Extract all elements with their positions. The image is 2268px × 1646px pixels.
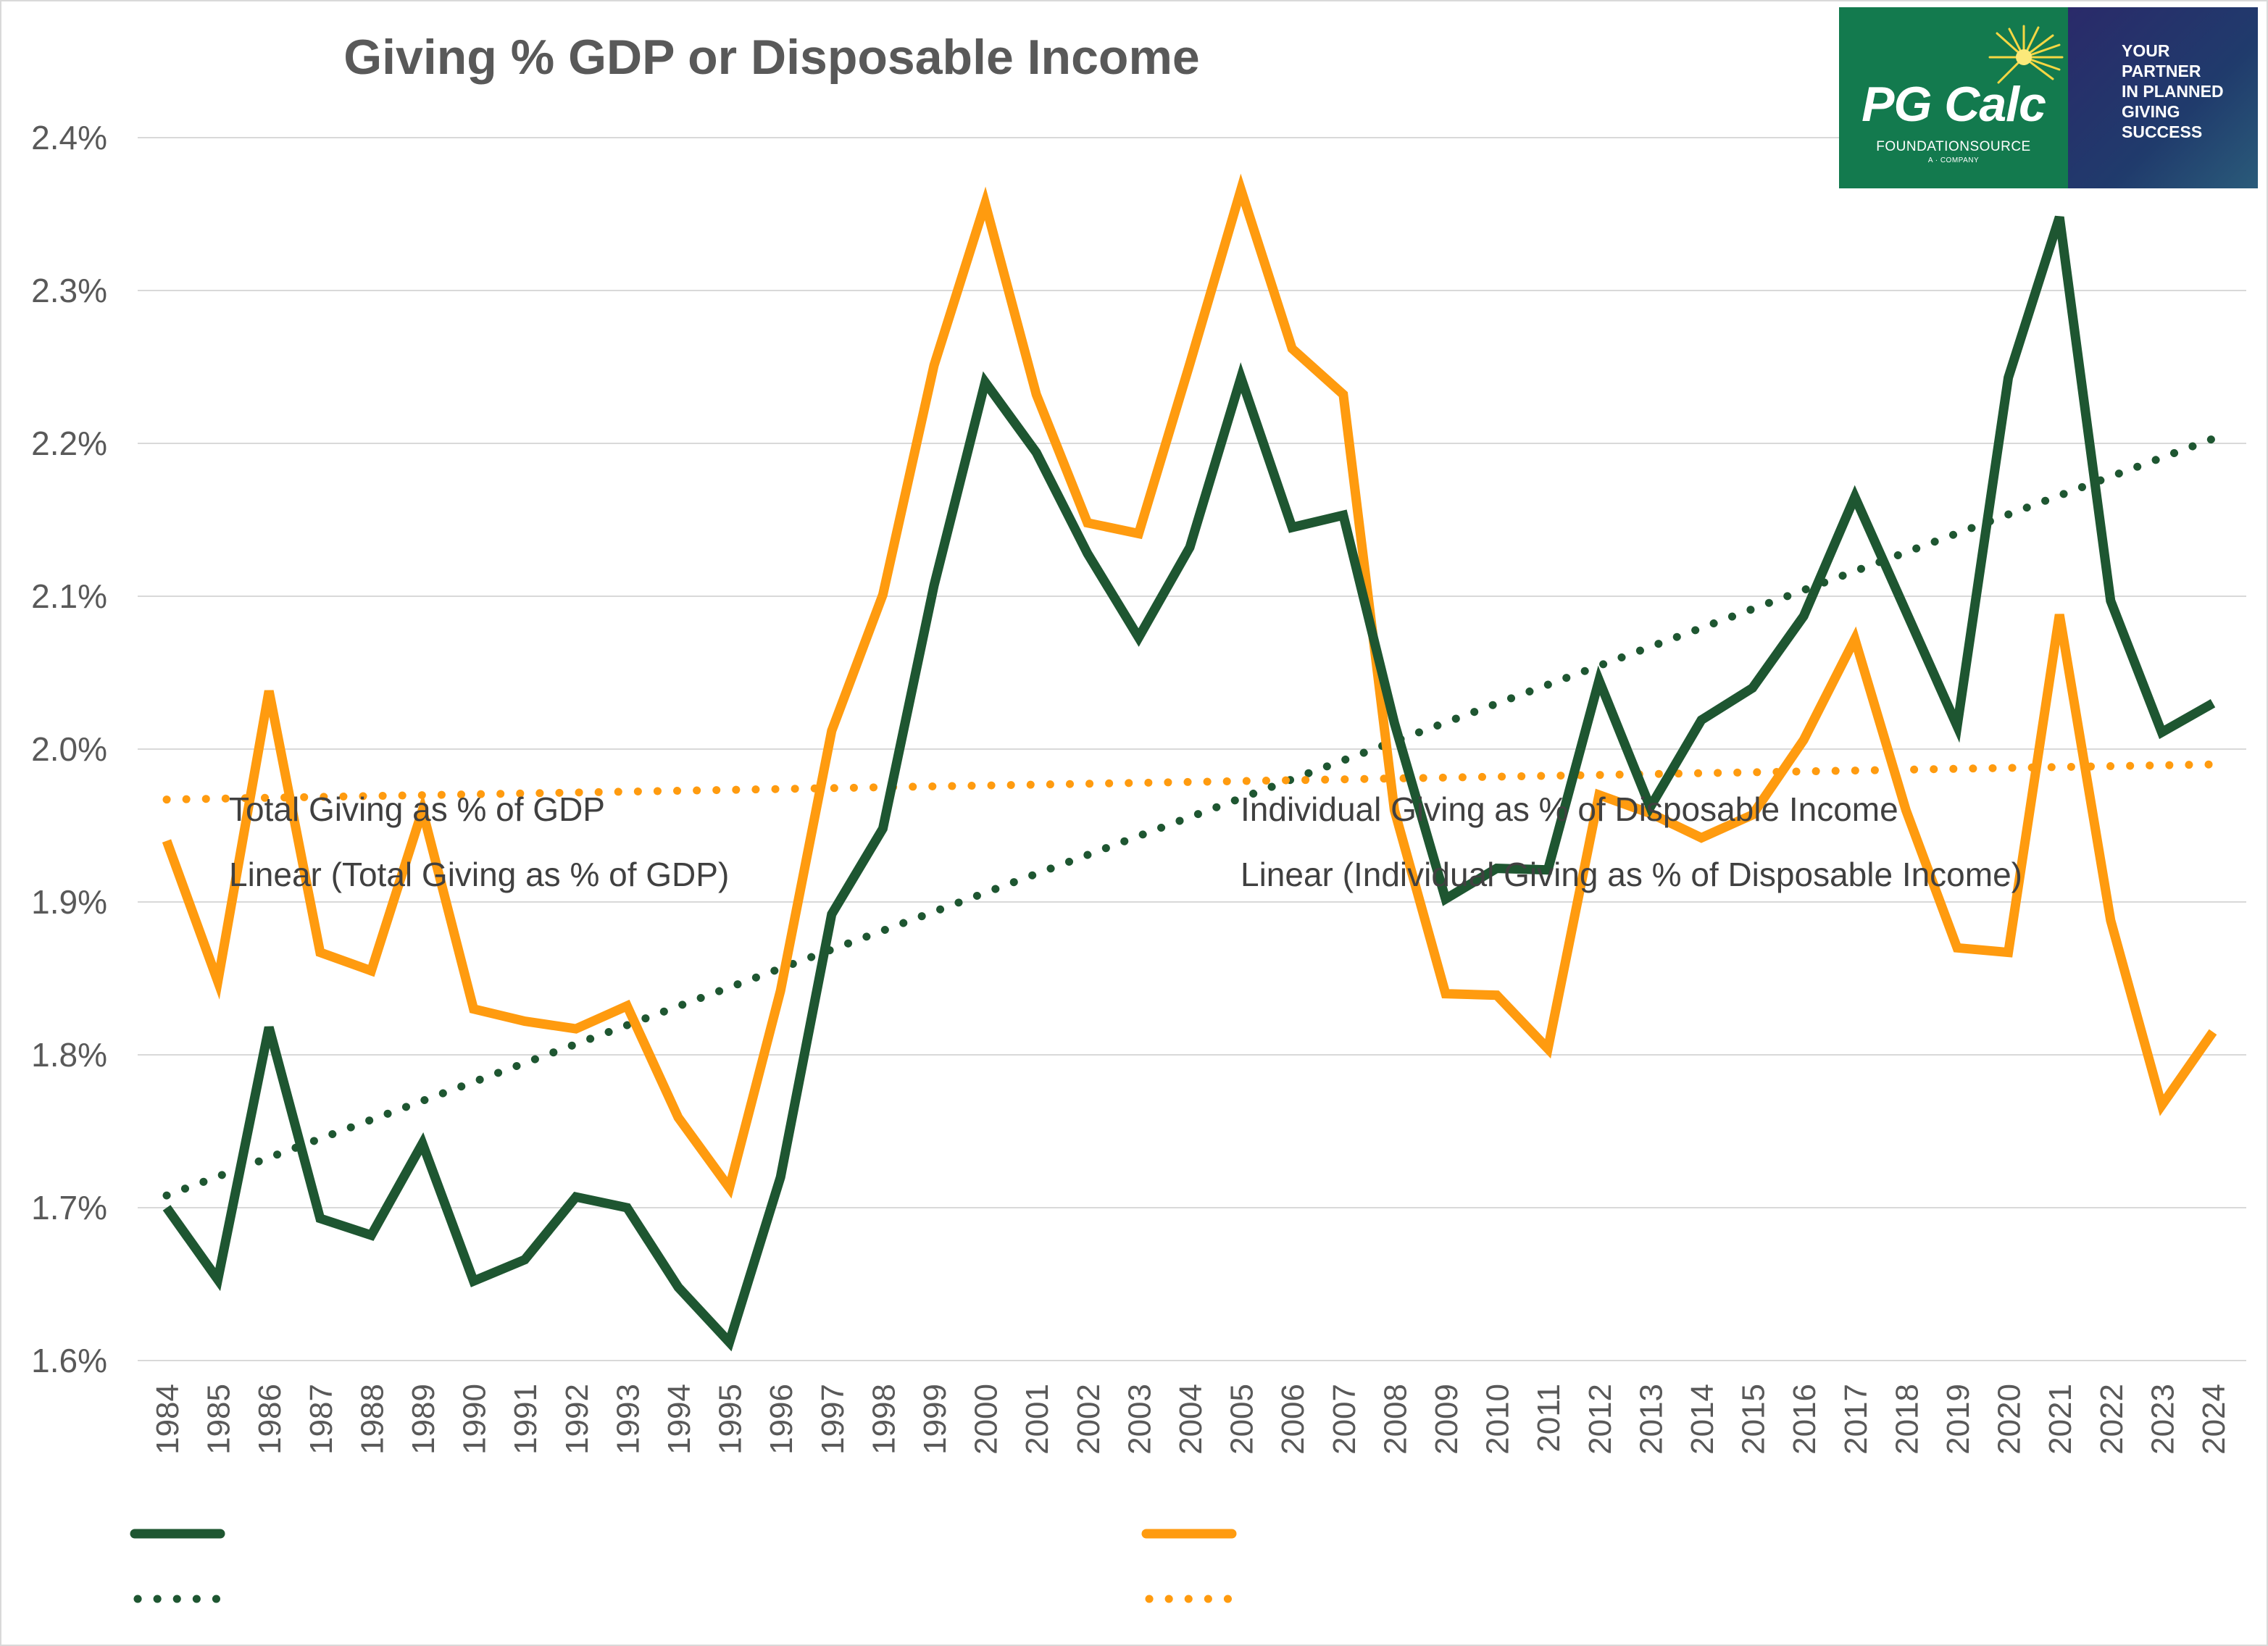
x-tick-label: 1989 <box>406 1384 441 1455</box>
logo-subtitle: FOUNDATIONSOURCE A · COMPANY <box>1839 139 2068 164</box>
x-tick-label: 1994 <box>662 1384 697 1455</box>
x-tick-label: 1996 <box>764 1384 799 1455</box>
y-tick-label: 2.2% <box>31 425 107 462</box>
y-tick-label: 1.7% <box>31 1189 107 1227</box>
x-tick-label: 1984 <box>150 1384 185 1455</box>
x-tick-label: 2022 <box>2094 1384 2130 1455</box>
y-tick-label: 2.3% <box>31 272 107 309</box>
logo-navy-panel <box>2068 7 2258 188</box>
y-tick-label: 1.8% <box>31 1036 107 1074</box>
x-tick-label: 2018 <box>1889 1384 1925 1455</box>
x-tick-label: 1991 <box>508 1384 543 1455</box>
x-tick-label: 2005 <box>1225 1384 1260 1455</box>
x-tick-label: 2004 <box>1173 1384 1209 1455</box>
legend-item-total-giving: Total Giving as % of GDP <box>229 790 605 828</box>
x-tick-label: 1986 <box>252 1384 288 1455</box>
y-tick-label: 2.1% <box>31 577 107 615</box>
legend-item-linear-total: Linear (Total Giving as % of GDP) <box>229 856 730 893</box>
x-tick-label: 2009 <box>1429 1384 1464 1455</box>
x-tick-label: 2020 <box>1992 1384 2027 1455</box>
logo-green-panel <box>1839 7 2068 188</box>
series-line-0 <box>162 215 2216 1352</box>
x-tick-label: 2024 <box>2196 1384 2232 1455</box>
legend-item-linear-individual: Linear (Individual Giving as % of Dispos… <box>1241 856 2022 893</box>
x-tick-label: 1999 <box>917 1384 953 1455</box>
x-tick-label: 2008 <box>1377 1384 1413 1455</box>
x-tick-label: 1987 <box>304 1384 339 1455</box>
x-tick-label: 2011 <box>1531 1384 1567 1453</box>
starburst-icon <box>1988 25 2064 84</box>
x-tick-label: 2007 <box>1327 1384 1362 1455</box>
y-tick-label: 2.0% <box>31 730 107 768</box>
x-tick-label: 1988 <box>354 1384 390 1455</box>
logo-subtitle-small: A · COMPANY <box>1927 156 1980 164</box>
x-tick-label: 2023 <box>2145 1384 2180 1455</box>
x-tick-label: 1993 <box>610 1384 646 1455</box>
pg-calc-logo: PG Calc FOUNDATIONSOURCE A · COMPANY YOU… <box>1839 7 2258 188</box>
x-tick-label: 2010 <box>1480 1384 1516 1455</box>
logo-wordmark: PG Calc <box>1861 77 2046 132</box>
logo-subtitle-text: FOUNDATIONSOURCE <box>1876 139 2031 154</box>
y-tick-label: 2.4% <box>31 119 107 156</box>
x-tick-label: 1990 <box>457 1384 493 1455</box>
chart-title: Giving % GDP or Disposable Income <box>343 30 1200 85</box>
x-tick-label: 2006 <box>1275 1384 1311 1455</box>
x-tick-label: 2000 <box>969 1384 1004 1455</box>
x-tick-label: 1995 <box>713 1384 749 1455</box>
x-tick-label: 2002 <box>1071 1384 1106 1455</box>
x-tick-label: 2001 <box>1020 1384 1055 1455</box>
x-tick-label: 2016 <box>1787 1384 1822 1455</box>
x-tick-label: 2019 <box>1940 1384 1976 1455</box>
series-line-1 <box>162 173 2217 1199</box>
x-tick-label: 2017 <box>1838 1384 1874 1455</box>
x-tick-label: 2012 <box>1583 1384 1618 1455</box>
legend-item-individual-giving: Individual Giving as % of Disposable Inc… <box>1241 790 1898 828</box>
x-tick-label: 1998 <box>866 1384 901 1455</box>
x-tick-label: 1997 <box>815 1384 851 1455</box>
x-tick-label: 2021 <box>2043 1384 2078 1455</box>
x-tick-label: 2003 <box>1122 1384 1157 1455</box>
y-tick-label: 1.9% <box>31 883 107 921</box>
x-tick-label: 2015 <box>1736 1384 1772 1455</box>
trendline-3 <box>162 760 2217 804</box>
x-tick-label: 2014 <box>1685 1384 1720 1455</box>
x-tick-label: 2013 <box>1633 1384 1669 1455</box>
y-tick-label: 1.6% <box>31 1342 107 1379</box>
logo-tagline: YOUR PARTNER IN PLANNED GIVING SUCCESS <box>2122 41 2224 141</box>
x-tick-label: 1992 <box>559 1384 595 1455</box>
x-tick-label: 1985 <box>201 1384 237 1455</box>
